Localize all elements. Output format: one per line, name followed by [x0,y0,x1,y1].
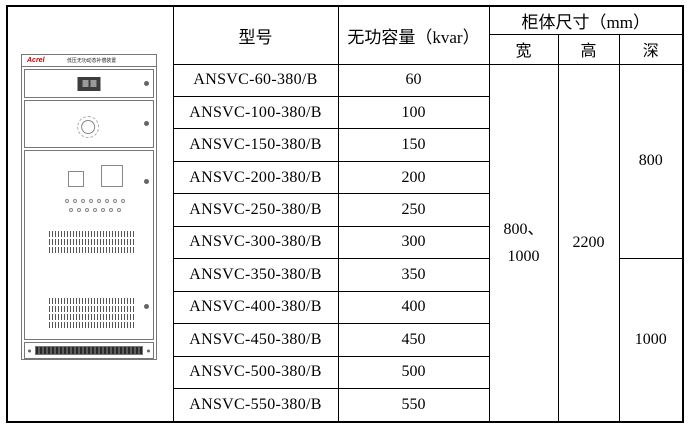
meter-window-small-icon [68,171,84,187]
model-cell: ANSVC-450-380/B [172,323,339,357]
depth-value-cell-800: 800 [618,63,684,260]
product-image-cell: Acrel 低压无功动态补偿装置 [6,5,174,423]
screw-icon [144,81,149,86]
column-header-capacity: 无功容量（kvar） [337,5,490,65]
model-cell: ANSVC-250-380/B [172,193,339,227]
capacity-cell: 500 [337,355,490,390]
indicator-dots-row1 [65,199,125,203]
capacity-cell: 250 [337,193,490,227]
cabinet-base-vent [24,342,154,359]
column-header-height: 高 [557,33,620,65]
capacity-cell: 100 [337,95,490,130]
header-row-2: 宽 高 深 [7,33,684,65]
acrel-logo: Acrel [27,57,45,64]
screw-icon [144,121,149,126]
cabinet-controller-panel [24,69,154,98]
model-cell: ANSVC-60-380/B [172,63,339,97]
capacity-cell: 350 [337,258,490,292]
depth-value-cell-1000: 1000 [618,258,684,423]
vent-grille-icon [49,229,135,253]
capacity-cell: 200 [337,160,490,195]
cabinet-nameplate: Acrel 低压无功动态补偿装置 [22,55,156,67]
screw-icon [144,179,149,184]
model-cell: ANSVC-100-380/B [172,95,339,130]
table-row: ANSVC-150-380/B 150 [7,128,683,162]
model-cell: ANSVC-300-380/B [172,225,339,260]
screw-icon [28,349,31,352]
header-row-1: Acrel 低压无功动态补偿装置 [6,5,684,423]
table-row: ANSVC-450-380/B 450 [7,323,683,357]
spec-table: Acrel 低压无功动态补偿装置 [6,5,685,423]
capacity-cell: 150 [337,128,490,162]
table-row: ANSVC-550-380/B 550 [7,388,683,423]
screw-icon [144,304,149,309]
height-value-cell: 2200 [557,63,620,423]
table-row: ANSVC-250-380/B 250 [7,193,683,227]
cabinet-caption: 低压无功动态补偿装置 [66,58,116,63]
column-header-depth: 深 [618,33,684,65]
width-value-cell: 800、 1000 [488,63,559,423]
model-cell: ANSVC-400-380/B [172,290,339,325]
model-cell: ANSVC-500-380/B [172,355,339,390]
meter-window-large-icon [101,165,123,187]
capacity-cell: 400 [337,290,490,325]
capacity-cell: 550 [337,388,490,423]
screw-icon [147,349,150,352]
base-vent-grille-icon [35,346,143,355]
column-header-width: 宽 [488,33,559,65]
indicator-dots-row2 [69,208,121,212]
capacity-cell: 300 [337,225,490,260]
cabinet-main-door [24,150,154,340]
spec-sheet: Acrel 低压无功动态补偿装置 [6,5,685,423]
column-header-cabinet-size: 柜体尺寸（mm） [488,5,684,35]
model-cell: ANSVC-150-380/B [172,128,339,162]
capacity-cell: 450 [337,323,490,357]
vent-grille-icon [49,297,135,328]
controller-display-icon [77,76,101,91]
cabinet-drawing: Acrel 低压无功动态补偿装置 [21,54,157,360]
column-header-model: 型号 [172,5,339,65]
model-cell: ANSVC-200-380/B [172,160,339,195]
table-row: ANSVC-350-380/B 350 1000 [7,258,684,423]
indicator-knob-icon [77,116,100,138]
model-cell: ANSVC-550-380/B [172,388,339,423]
capacity-cell: 60 [337,63,490,97]
table-row: ANSVC-60-380/B 60 800、 1000 2200 800 [7,63,684,423]
model-cell: ANSVC-350-380/B [172,258,339,292]
cabinet-indicator-panel [24,100,154,148]
table-row: ANSVC-400-380/B 400 [7,290,683,325]
